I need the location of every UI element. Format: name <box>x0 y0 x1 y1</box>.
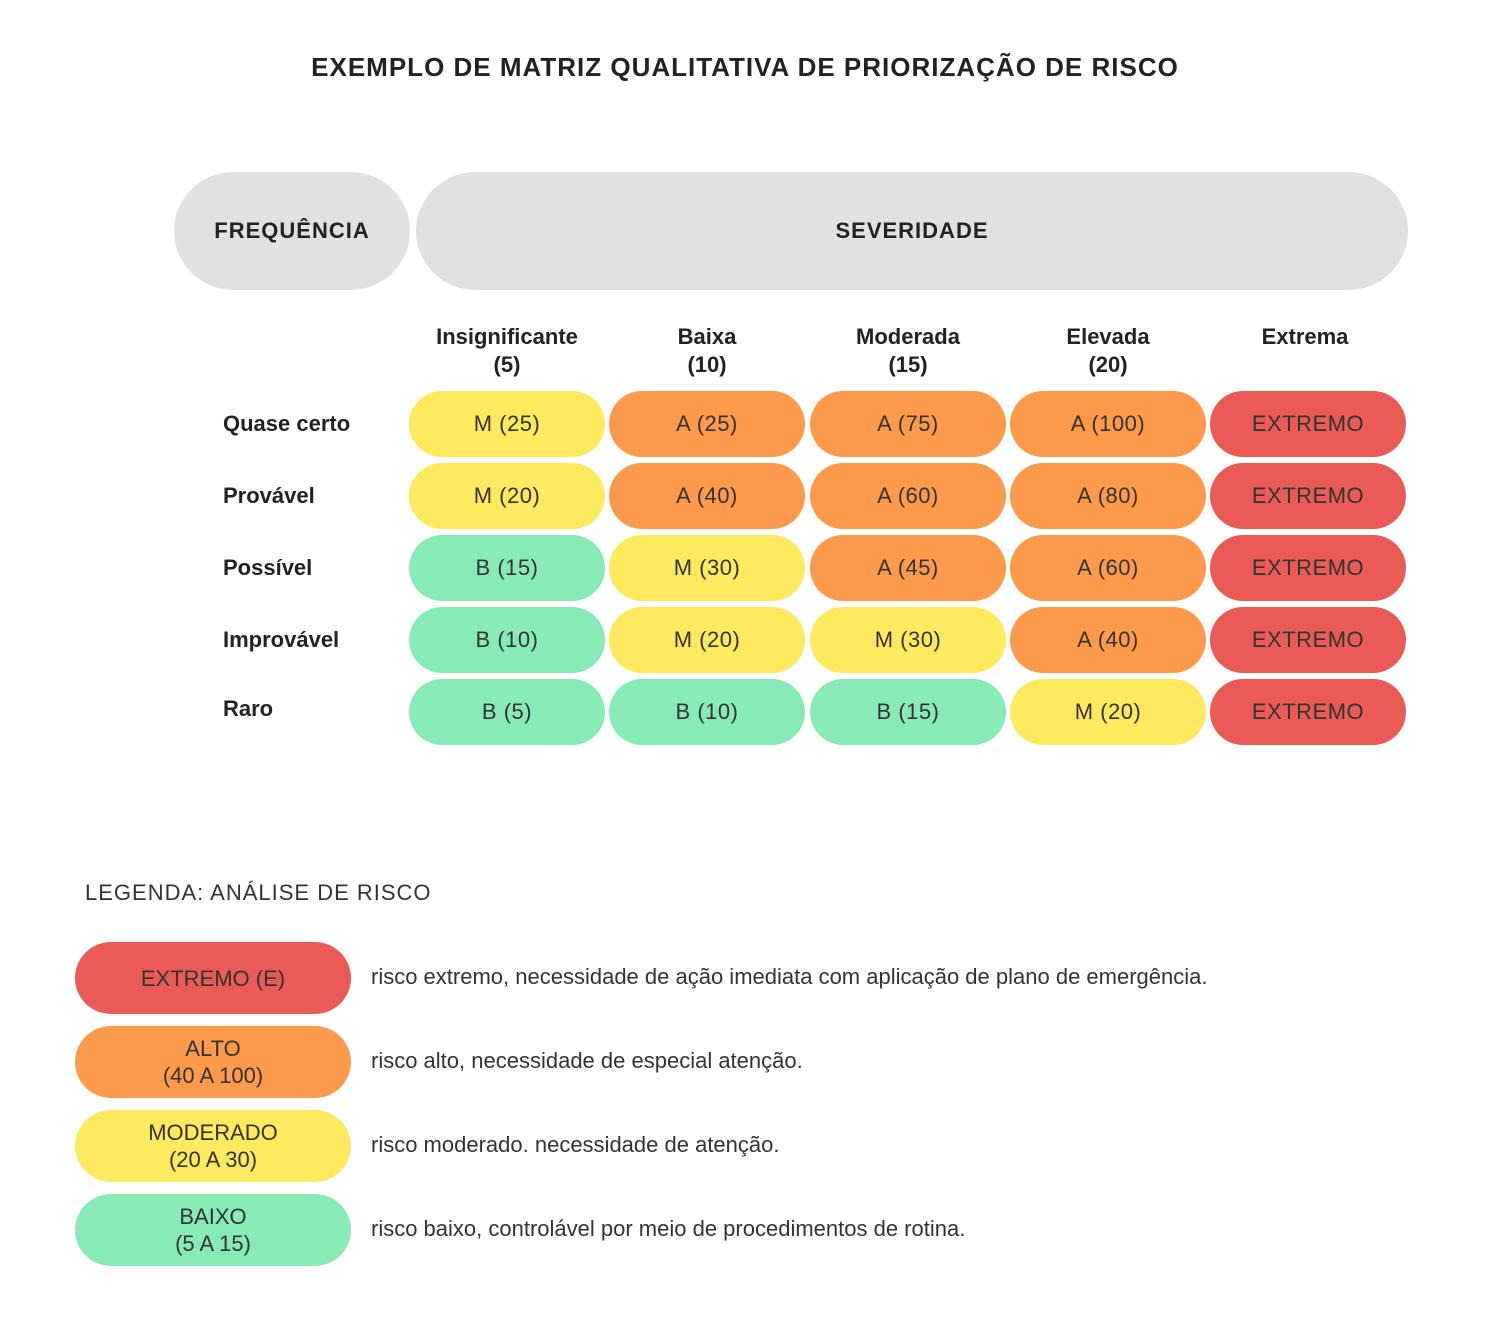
row-header-raro: Raro <box>223 696 274 721</box>
matrix-cell: EXTREMO <box>1210 679 1406 745</box>
matrix-cell: A (75) <box>810 391 1006 457</box>
matrix-cell: EXTREMO <box>1210 391 1406 457</box>
column-name: Baixa <box>677 324 737 349</box>
matrix-cell: EXTREMO <box>1210 463 1406 529</box>
legend-title: LEGENDA: ANÁLISE DE RISCO <box>85 880 432 905</box>
matrix-cell: A (80) <box>1010 463 1206 529</box>
legend-description-moderado: risco moderado. necessidade de atenção. <box>371 1132 780 1157</box>
frequency-header: FREQUÊNCIA <box>174 172 410 290</box>
legend-badge-line1: EXTREMO (E) <box>140 965 286 991</box>
column-value: (5) <box>493 352 521 377</box>
matrix-cell: A (100) <box>1010 391 1206 457</box>
legend-badge-line1: ALTO <box>185 1036 241 1061</box>
column-value: (10) <box>687 352 727 377</box>
legend-badge-line1: MODERADO <box>148 1120 278 1145</box>
matrix-cell: EXTREMO <box>1210 535 1406 601</box>
matrix-cell: M (20) <box>1010 679 1206 745</box>
matrix-cell: B (15) <box>810 679 1006 745</box>
column-value: (15) <box>888 352 928 377</box>
matrix-cell: A (45) <box>810 535 1006 601</box>
matrix-cell: M (20) <box>609 607 805 673</box>
legend-badge-line1: BAIXO <box>179 1204 247 1229</box>
column-header-elevada: Elevada (20) <box>1010 323 1206 379</box>
matrix-cell: A (40) <box>609 463 805 529</box>
column-name: Insignificante <box>436 324 578 349</box>
column-header-moderada: Moderada (15) <box>810 323 1006 379</box>
matrix-cell: B (10) <box>409 607 605 673</box>
severity-header: SEVERIDADE <box>416 172 1408 290</box>
legend-description-baixo: risco baixo, controlável por meio de pro… <box>371 1216 966 1241</box>
severity-header-label: SEVERIDADE <box>835 218 989 243</box>
page-title: EXEMPLO DE MATRIZ QUALITATIVA DE PRIORIZ… <box>311 52 1179 82</box>
legend-description-alto: risco alto, necessidade de especial aten… <box>371 1048 803 1073</box>
column-header-baixa: Baixa (10) <box>609 323 805 379</box>
column-name: Extrema <box>1261 324 1349 349</box>
matrix-cell: B (5) <box>409 679 605 745</box>
column-header-insignificante: Insignificante (5) <box>409 323 605 379</box>
matrix-cell: A (60) <box>1010 535 1206 601</box>
legend-badge-line2: (40 A 100) <box>162 1063 264 1088</box>
legend-badge-moderado: MODERADO (20 A 30) <box>75 1110 351 1182</box>
row-header-quase-certo: Quase certo <box>223 411 351 436</box>
legend-badge-baixo: BAIXO (5 A 15) <box>75 1194 351 1266</box>
column-name: Moderada <box>856 324 960 349</box>
row-header-possivel: Possível <box>223 555 313 580</box>
column-header-extrema: Extrema <box>1207 323 1403 351</box>
matrix-cell: A (60) <box>810 463 1006 529</box>
matrix-cell: M (30) <box>810 607 1006 673</box>
legend-badge-line2: (20 A 30) <box>168 1147 258 1172</box>
matrix-cell: A (25) <box>609 391 805 457</box>
legend-badge-alto: ALTO (40 A 100) <box>75 1026 351 1098</box>
matrix-cell: B (15) <box>409 535 605 601</box>
frequency-header-label: FREQUÊNCIA <box>214 218 370 243</box>
matrix-cell: B (10) <box>609 679 805 745</box>
column-value: (20) <box>1088 352 1128 377</box>
matrix-cell: A (40) <box>1010 607 1206 673</box>
legend-badge-line2: (5 A 15) <box>175 1231 251 1256</box>
matrix-cell: M (30) <box>609 535 805 601</box>
matrix-cell: M (25) <box>409 391 605 457</box>
row-header-improvavel: Improvável <box>223 627 340 652</box>
matrix-cell: EXTREMO <box>1210 607 1406 673</box>
legend-badge-extremo: EXTREMO (E) <box>75 942 351 1014</box>
matrix-cell: M (20) <box>409 463 605 529</box>
legend-description-extremo: risco extremo, necessidade de ação imedi… <box>371 964 1208 989</box>
row-header-provavel: Provável <box>223 483 315 508</box>
column-name: Elevada <box>1066 324 1150 349</box>
